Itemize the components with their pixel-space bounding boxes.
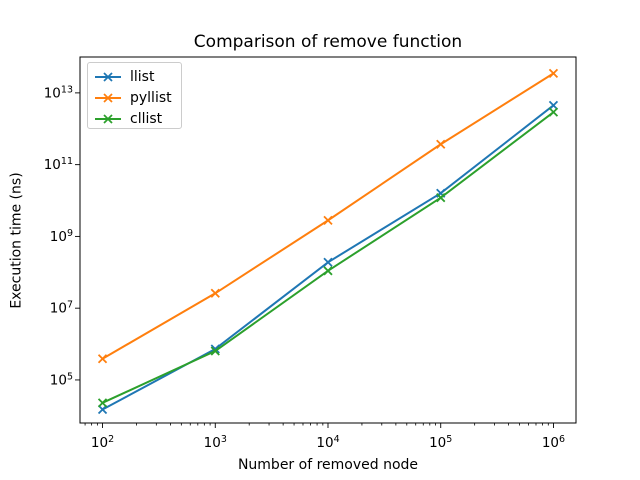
legend-label-pyllist: pyllist [130,89,172,106]
series-llist-marker [548,100,559,110]
plot-border [79,56,577,424]
legend-item-pyllist: pyllist [94,87,181,108]
tick-label: 107 [50,300,73,317]
series-llist-marker [97,404,108,415]
tick-label: 103 [204,434,227,451]
tick-label: 106 [542,434,565,451]
legend-item-cllist: cllist [94,108,181,129]
series-cllist-marker [97,398,108,408]
chart-title: Comparison of remove function [193,32,463,52]
tick-label: 1013 [44,84,73,101]
tick-label: 105 [429,434,452,451]
series-cllist-marker [548,107,559,117]
x-axis-label: Number of removed node [237,457,419,473]
series-pyllist-marker [436,139,446,149]
x-axis-ticks: 102 103 104 105 106 [91,423,565,451]
legend-item-llist: llist [94,66,181,87]
legend-label-llist: llist [130,68,155,85]
series-pyllist-marker [548,68,559,78]
llist-line-marker-icon [95,71,121,82]
series-pyllist-marker [210,288,220,298]
series-pyllist [97,68,559,364]
series-llist [97,100,559,415]
series-llist-marker [323,257,333,267]
y-axis-label: Execution time (ns) [8,172,25,309]
series-pyllist-marker [97,354,108,364]
tick-label: 109 [50,228,73,245]
y-axis-ticks: 105 107 109 1011 1013 [44,84,80,388]
pyllist-line-marker-icon [95,92,121,103]
tick-label: 104 [316,434,339,451]
series-cllist-line [102,111,555,404]
series-llist-line [102,104,555,411]
series-cllist [97,107,559,408]
series-cllist-marker [323,266,333,276]
tick-label: 105 [50,371,73,388]
legend: llist pyllist cllist [87,62,182,129]
cllist-line-marker-icon [95,113,121,124]
tick-label: 102 [91,434,114,451]
legend-label-cllist: cllist [130,110,163,127]
tick-label: 1011 [44,156,73,173]
series-cllist-marker [436,193,446,203]
series-cllist-marker [210,346,220,356]
series-pyllist-marker [323,215,333,226]
